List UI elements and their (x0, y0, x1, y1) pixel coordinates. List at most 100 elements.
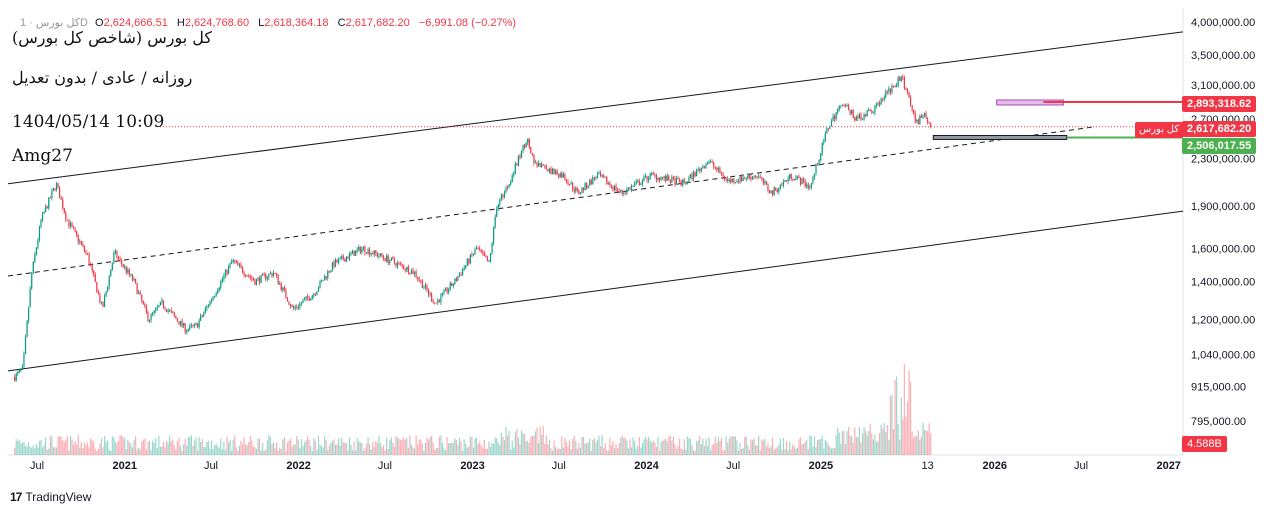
volume-bar (595, 442, 597, 455)
volume-bar (204, 446, 206, 455)
channel-lower-line[interactable] (7, 210, 1184, 372)
candle-body (418, 279, 420, 281)
candle-body (917, 119, 919, 124)
price-axis[interactable]: 4,000,000.003,500,000.003,100,000.002,70… (1191, 17, 1255, 428)
candle-body (497, 204, 499, 210)
channel-lines[interactable] (7, 31, 1184, 372)
volume-bar (706, 445, 709, 455)
volume-bar (124, 438, 126, 455)
support-price-tag[interactable]: 2,506,017.55 (1182, 138, 1257, 154)
candle-body (440, 294, 442, 303)
volume-bar (773, 449, 775, 455)
volume-bar (837, 427, 839, 455)
candle-body (542, 164, 544, 166)
candle-body (568, 184, 571, 186)
channel-mid-line[interactable] (7, 126, 1096, 277)
candle-body (522, 144, 524, 151)
candle-body (172, 311, 174, 313)
volume-bar (528, 443, 530, 455)
volume-bar (303, 442, 306, 455)
candle-body (807, 184, 809, 188)
current-price-tag[interactable]: 2,617,682.20 (1182, 121, 1257, 137)
candle-body (615, 185, 617, 191)
candle-body (297, 307, 299, 308)
candle-body (911, 104, 913, 110)
candle-body (97, 292, 99, 295)
volume-bar (119, 435, 121, 455)
candle-body (533, 154, 535, 163)
candle-body (133, 278, 135, 281)
candle-body (400, 263, 402, 264)
candle-body (303, 298, 306, 301)
volume-bar (807, 448, 809, 455)
volume-bar (838, 432, 840, 455)
candle-body (750, 177, 752, 180)
candle-body (358, 247, 360, 250)
candle-body (719, 167, 721, 174)
tradingview-footer[interactable]: 17 TradingView (10, 489, 91, 505)
support-zone[interactable] (932, 134, 1068, 140)
candle-body (452, 284, 454, 286)
candle-body (871, 110, 873, 113)
time-axis[interactable]: Jul 2021 Jul 2022 Jul 2023 Jul 2024 Jul 2025 13 202… (30, 460, 1181, 472)
volume-bar (341, 437, 343, 455)
volume-bar (894, 380, 896, 455)
volume-bar (245, 444, 247, 455)
volume-bar (680, 448, 682, 455)
candle-body (88, 254, 90, 264)
candle-body (851, 110, 853, 114)
volume-bar (916, 436, 918, 455)
volume-bar (502, 436, 504, 455)
candle-body (561, 173, 563, 178)
legend-symbol[interactable]: کل بورس · 1D (20, 17, 88, 29)
candle-body (787, 178, 789, 182)
volume-bar (201, 438, 203, 455)
candle-body (677, 178, 679, 180)
volume-bar (69, 435, 72, 455)
volume-bar (572, 438, 574, 455)
volume-bar (409, 435, 411, 455)
candle-body (897, 77, 899, 86)
channel-upper-line[interactable] (7, 31, 1184, 185)
annotation-author[interactable]: Amg27 (12, 146, 73, 166)
volume-bar (846, 431, 848, 455)
candle-body (86, 252, 89, 255)
candle-body (333, 262, 335, 267)
y-tick-label: 1,900,000.00 (1191, 201, 1255, 213)
candle-body (407, 266, 409, 274)
annotation-subtitle[interactable]: روزانه / عادی / بدون تعدیل (12, 68, 193, 87)
high-label: H (176, 17, 185, 29)
volume-bar (320, 446, 323, 455)
candle-body (572, 182, 574, 190)
volume-bar (41, 446, 44, 455)
candle-body (723, 177, 726, 180)
volume-bar (488, 441, 490, 455)
volume-bar (351, 450, 354, 455)
candle-body (496, 209, 498, 217)
candle-body (77, 235, 79, 242)
candle-body (888, 88, 890, 92)
candle-body (227, 266, 230, 274)
annotation-title[interactable]: (کل بورس (شاخص کل بورس (12, 28, 213, 47)
target-price-tag[interactable]: 2,893,318.62 (1182, 96, 1257, 112)
volume-bar (744, 437, 746, 455)
candle-body (500, 195, 502, 199)
volume-bar (235, 447, 237, 455)
candle-body (790, 174, 792, 179)
candle-body (922, 115, 924, 118)
candle-body (269, 273, 272, 275)
volume-bar (643, 439, 645, 455)
annotation-timestamp[interactable]: 1404/05/14 10:09 (12, 112, 165, 132)
volume-bar (865, 430, 867, 455)
volume-bar (114, 441, 117, 455)
volume-bar (558, 448, 560, 455)
candle-body (725, 178, 727, 180)
volume-bar (609, 437, 611, 455)
candle-body (809, 187, 811, 189)
volume-bar (618, 443, 620, 455)
volume-bar (646, 439, 648, 455)
volume-bar (795, 448, 797, 455)
volume-bar (85, 445, 87, 455)
candle-body (196, 323, 199, 328)
